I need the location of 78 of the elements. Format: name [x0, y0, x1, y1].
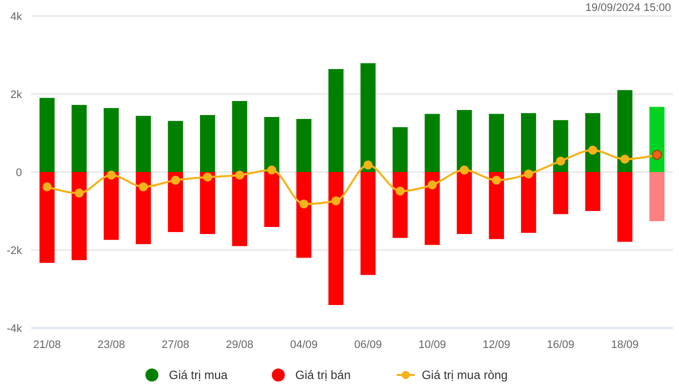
bar [168, 120, 183, 172]
legend-label: Giá trị mua ròng [422, 368, 508, 382]
bar [360, 172, 376, 275]
point [235, 170, 244, 180]
x-tick-label: 29/08 [226, 339, 254, 351]
x-tick-label: 21/08 [33, 339, 61, 351]
point [106, 170, 116, 180]
point [492, 176, 501, 185]
point [620, 154, 630, 164]
bar [488, 172, 504, 240]
bar [424, 114, 440, 172]
point [138, 182, 148, 192]
bar [136, 116, 151, 172]
point [428, 180, 437, 190]
bar [200, 115, 216, 172]
bar [585, 172, 600, 211]
bar [40, 172, 55, 263]
point [524, 169, 534, 178]
x-tick-label: 23/08 [97, 339, 126, 351]
y-tick-label: 4k [10, 10, 22, 23]
bar [392, 172, 408, 238]
bar [296, 118, 312, 172]
bar [200, 172, 216, 234]
point [364, 160, 373, 170]
x-tick-label: 16/09 [546, 339, 574, 351]
bar [424, 172, 440, 245]
legend-label: Giá trị bán [295, 368, 351, 382]
bar [392, 127, 408, 172]
x-tick-label: 12/09 [482, 339, 510, 351]
x-tick-label: 18/09 [611, 339, 639, 351]
point [42, 182, 52, 192]
point [170, 176, 180, 185]
bar [232, 101, 248, 172]
bar [553, 172, 568, 214]
bar [328, 172, 344, 305]
bar [456, 110, 472, 172]
bar [521, 113, 536, 172]
bar [649, 172, 664, 222]
point [588, 146, 598, 155]
bar [168, 172, 183, 232]
bar [264, 117, 280, 172]
point [74, 188, 84, 198]
text: 19/09/2024 15:00 [585, 2, 671, 14]
bar [40, 98, 55, 172]
bar [360, 63, 376, 172]
bar [136, 172, 151, 244]
legend-label: Giá trị mua [168, 368, 228, 382]
point [556, 156, 566, 166]
bar [296, 172, 312, 258]
bar [232, 172, 248, 246]
point [299, 199, 308, 208]
point [331, 196, 340, 206]
bar [72, 172, 87, 260]
point [396, 186, 405, 196]
bar [521, 172, 536, 233]
bar [72, 104, 87, 172]
y-tick-label: -4k [6, 322, 22, 335]
bar [456, 172, 472, 234]
bar [328, 69, 344, 172]
point [203, 172, 212, 182]
bar [649, 106, 664, 172]
bar [264, 172, 280, 227]
x-tick-label: 04/09 [290, 339, 318, 351]
bar [104, 108, 119, 172]
x-tick-label: 06/09 [354, 339, 382, 351]
x-tick-label: 27/08 [162, 339, 190, 351]
y-tick-label: 2k [10, 88, 22, 101]
bar [585, 113, 600, 172]
point [652, 150, 662, 160]
x-tick-label: 10/09 [418, 339, 446, 351]
point [460, 166, 469, 175]
bar [617, 90, 632, 172]
y-tick-label: 0 [16, 166, 22, 179]
point [267, 166, 276, 175]
bar [617, 172, 632, 242]
bar [104, 172, 119, 240]
bar [488, 114, 504, 172]
y-tick-label: -2k [6, 244, 22, 257]
